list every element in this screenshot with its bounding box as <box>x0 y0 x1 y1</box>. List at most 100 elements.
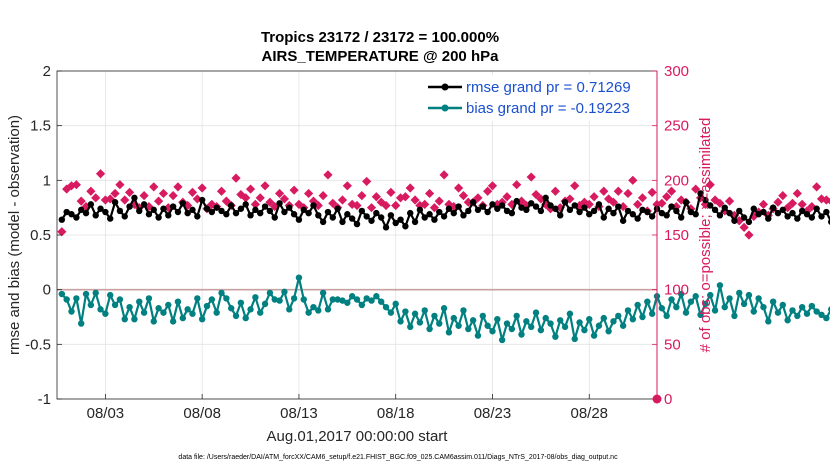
chart-title-line2: AIRS_TEMPERATURE @ 200 hPa <box>262 48 500 65</box>
bias-point <box>677 290 685 298</box>
rmse-point <box>416 206 424 214</box>
rmse-point <box>644 208 651 216</box>
obs-marker <box>71 180 81 190</box>
bias-point <box>760 303 767 311</box>
bias-point <box>63 296 70 303</box>
bias-point <box>169 318 177 325</box>
bias-point <box>131 315 138 323</box>
right-y-axis-ticks: 0 50 100 150 200 250 300 <box>652 63 689 408</box>
bias-point <box>174 298 182 305</box>
obs-marker <box>618 201 628 212</box>
obs-marker <box>778 191 788 201</box>
rmse-point <box>58 216 66 223</box>
x-tick-label: 08/23 <box>474 405 512 422</box>
bias-point <box>542 314 549 322</box>
rmse-point <box>421 214 428 221</box>
rmse-point <box>82 209 90 217</box>
obs-marker <box>187 187 198 197</box>
rmse-point <box>523 206 530 214</box>
rmse-point <box>527 200 535 207</box>
obs-marker <box>250 199 260 209</box>
obs-marker <box>57 227 67 237</box>
obs-marker <box>371 192 381 202</box>
rmse-point <box>774 209 782 217</box>
bias-point <box>358 301 366 309</box>
rmse-point <box>736 207 743 215</box>
rmse-point <box>107 215 114 222</box>
left-y-tick-label: 1.5 <box>30 118 51 135</box>
bias-point <box>92 289 99 297</box>
rmse-point <box>121 213 128 220</box>
rmse-point <box>136 207 143 215</box>
obs-marker <box>420 199 430 209</box>
bias-point <box>68 308 75 315</box>
x-tick-label: 08/03 <box>87 405 125 422</box>
rmse-point <box>590 207 598 215</box>
bias-point <box>716 282 724 289</box>
right-y-tick-label: 200 <box>664 172 689 189</box>
rmse-point <box>765 215 772 222</box>
bias-point <box>755 295 762 302</box>
bias-point <box>421 307 428 314</box>
obs-marker <box>241 193 251 203</box>
bias-point <box>213 309 220 316</box>
bias-point <box>261 300 269 308</box>
bias-point <box>561 323 569 331</box>
bias-point <box>237 299 245 306</box>
left-y-tick-label: 1 <box>43 172 51 189</box>
obs-marker <box>739 222 749 232</box>
right-y-tick-label: 50 <box>664 336 681 353</box>
rmse-point <box>489 201 496 208</box>
bias-point <box>402 308 409 315</box>
obs-marker <box>458 191 469 201</box>
bias-point <box>392 300 399 308</box>
obs-marker <box>197 183 207 193</box>
obs-marker <box>173 182 183 192</box>
obs-marker <box>715 198 725 208</box>
rmse-point <box>784 213 791 220</box>
bias-point <box>455 322 462 329</box>
rmse-point <box>334 205 341 212</box>
bias-point <box>295 274 303 281</box>
rmse-point <box>203 205 211 212</box>
rmse-point <box>286 204 293 211</box>
rmse-point <box>663 212 670 219</box>
obs-marker <box>531 189 541 200</box>
bias-point <box>77 320 85 327</box>
rmse-point <box>92 212 99 219</box>
bias-point <box>663 312 670 320</box>
x-axis-label: Aug.01,2017 00:00:00 start <box>267 428 449 445</box>
obs-marker <box>812 182 822 192</box>
legend: rmse grand pr = 0.71269 bias grand pr = … <box>420 75 650 121</box>
rmse-point <box>310 202 317 209</box>
bias-point <box>145 295 153 302</box>
bias-point <box>624 307 632 314</box>
rmse-point <box>682 199 690 206</box>
bias-point <box>798 303 806 311</box>
bias-point <box>576 319 583 326</box>
right-y-tick-label: 250 <box>664 118 689 135</box>
bias-point <box>353 296 361 303</box>
bias-point <box>223 295 230 302</box>
obs-marker <box>154 196 164 206</box>
bias-point <box>407 323 414 331</box>
obs-marker <box>637 193 648 203</box>
rmse-point <box>542 194 549 202</box>
rmse-point <box>605 205 612 212</box>
rmse-point <box>402 223 409 230</box>
rmse-point <box>740 214 748 221</box>
bias-point <box>648 310 656 317</box>
bias-point <box>508 325 516 333</box>
bias-point <box>271 296 278 303</box>
rmse-point <box>184 209 191 217</box>
bias-point <box>774 309 782 316</box>
rmse-point <box>469 199 477 206</box>
bias-point <box>324 306 332 313</box>
bias-point <box>731 312 738 320</box>
obs-marker <box>139 191 149 201</box>
bias-point <box>740 300 748 308</box>
obs-marker <box>216 186 227 196</box>
rmse-point <box>561 199 569 206</box>
bias-point <box>368 297 375 304</box>
obs-marker <box>289 185 299 195</box>
